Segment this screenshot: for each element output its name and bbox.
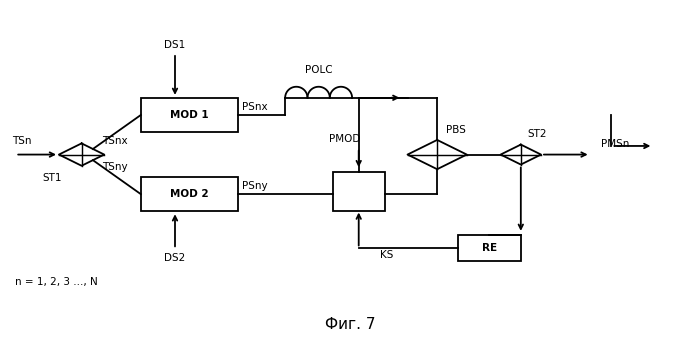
Text: n = 1, 2, 3 ..., N: n = 1, 2, 3 ..., N xyxy=(15,277,98,287)
Bar xyxy=(141,177,239,211)
Text: ST1: ST1 xyxy=(42,173,62,183)
Text: RE: RE xyxy=(482,243,497,253)
Text: POLC: POLC xyxy=(304,65,332,75)
Text: TSnx: TSnx xyxy=(102,136,128,145)
Text: MOD 2: MOD 2 xyxy=(170,189,209,199)
Text: PBS: PBS xyxy=(446,125,466,135)
Text: PMSn: PMSn xyxy=(601,139,629,150)
Text: TSny: TSny xyxy=(102,162,128,172)
Text: MOD 1: MOD 1 xyxy=(170,110,209,120)
Text: Фиг. 7: Фиг. 7 xyxy=(325,318,375,332)
Text: PMOD: PMOD xyxy=(329,134,360,144)
Bar xyxy=(141,98,239,132)
Text: TSn: TSn xyxy=(12,136,32,146)
Text: DS2: DS2 xyxy=(164,253,186,263)
Text: KS: KS xyxy=(379,250,393,260)
Bar xyxy=(458,236,521,261)
Bar xyxy=(332,172,385,211)
Text: DS1: DS1 xyxy=(164,40,186,50)
Text: PSnx: PSnx xyxy=(242,102,267,111)
Text: PSny: PSny xyxy=(242,181,267,191)
Text: ST2: ST2 xyxy=(527,129,547,139)
